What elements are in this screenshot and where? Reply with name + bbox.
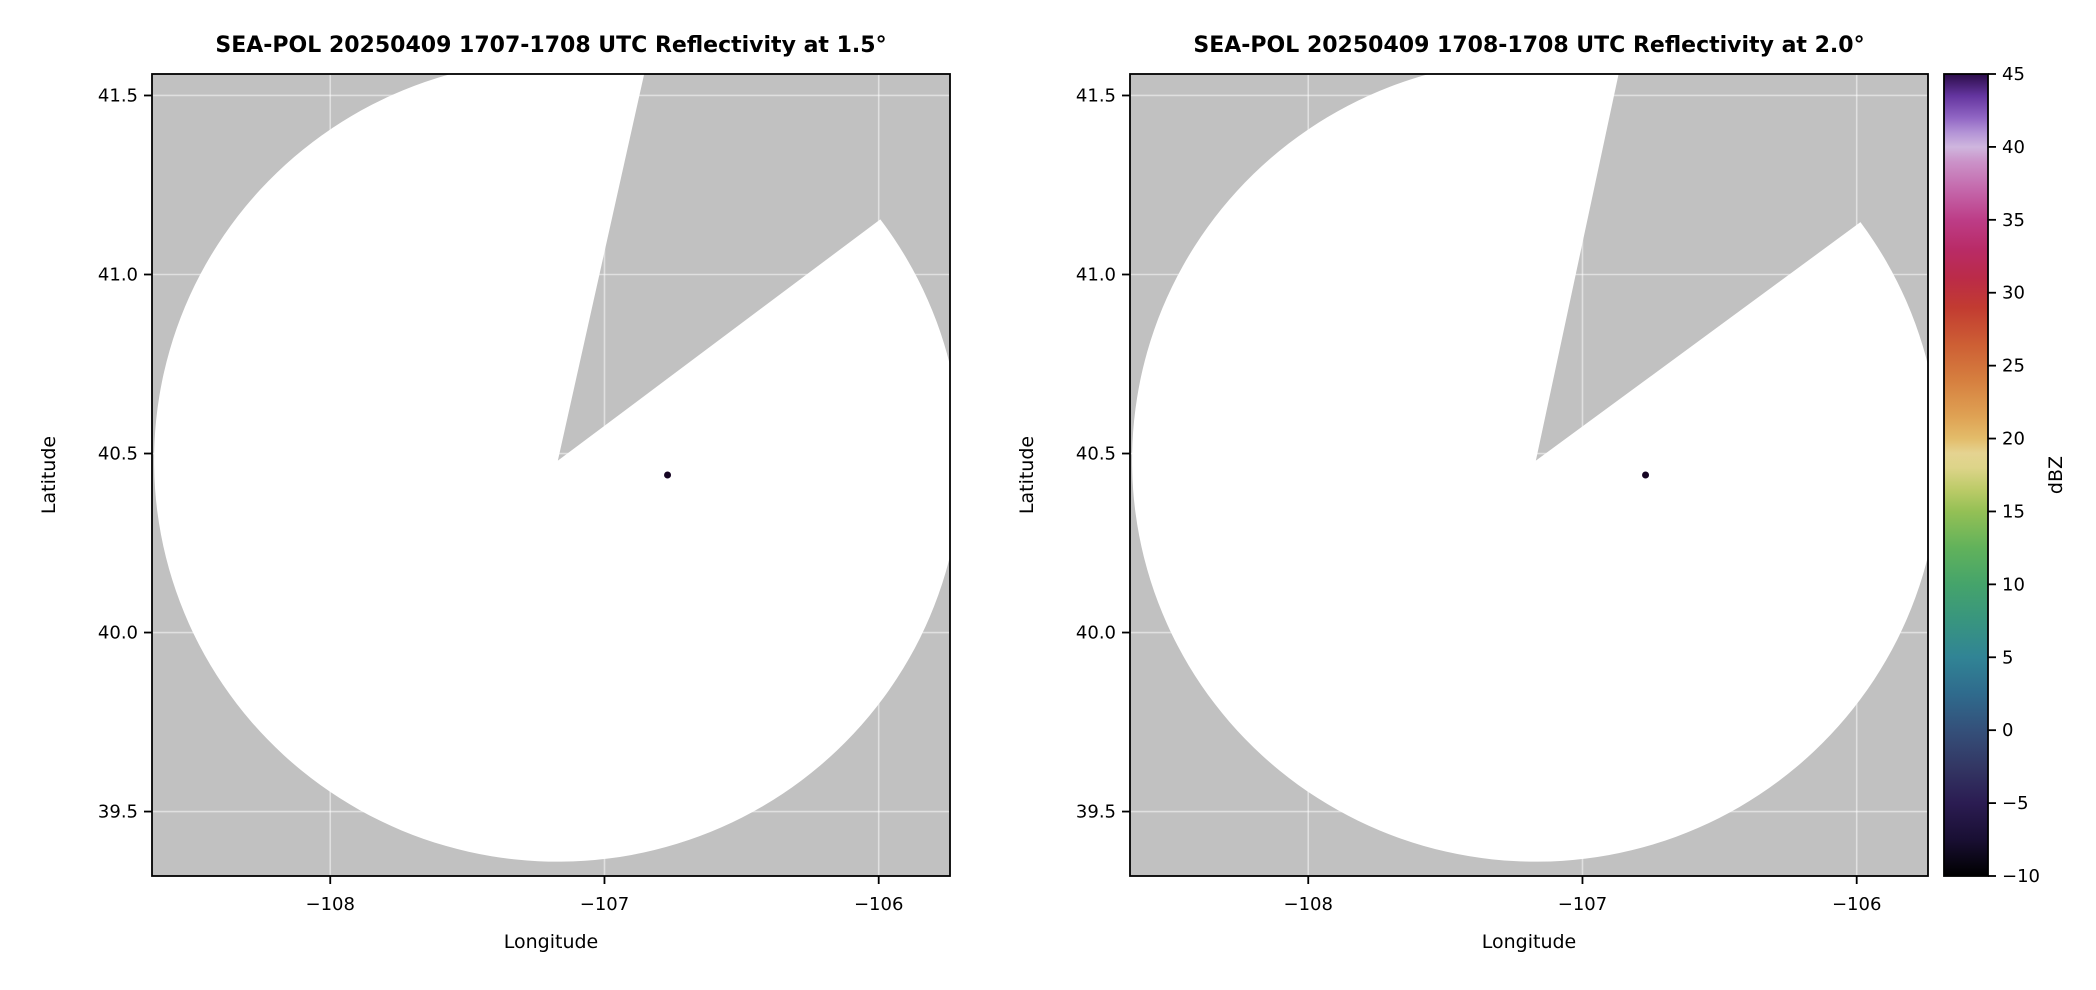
- colorbar-tick-label: 25: [2002, 356, 2025, 377]
- y-tick-label: 40.5: [1076, 444, 1116, 465]
- colorbar: dBZ 45 40 35 30 25 20 15 10 5 0 −5 −10: [1943, 64, 2067, 887]
- colorbar-tick-label: 40: [2002, 137, 2025, 158]
- y-tick-label: 39.5: [1076, 802, 1116, 823]
- x-tick-label: −107: [1558, 894, 1607, 915]
- radar-echo: [1642, 471, 1650, 479]
- colorbar-label: dBZ: [2045, 456, 2067, 494]
- xlabel-right: Longitude: [1482, 931, 1577, 953]
- radar-coverage-area: [154, 74, 950, 862]
- axes-right: −108 −107 −106 39.5 40.0 40.5 41.0 41.5: [1076, 73, 1929, 915]
- radar-coverage-area: [1132, 74, 1928, 862]
- colorbar-tick-label: 10: [2002, 574, 2025, 595]
- colorbar-gradient: [1944, 74, 1988, 876]
- axes-frame: [151, 73, 951, 877]
- x-tick-label: −106: [1832, 894, 1881, 915]
- subplot-reflectivity-1-5deg: SEA-POL 20250409 1707-1708 UTC Reflectiv…: [38, 33, 951, 953]
- y-tick-label: 40.0: [1076, 623, 1116, 644]
- y-tick-label: 41.5: [98, 85, 138, 106]
- colorbar-tick-label: −5: [2002, 793, 2029, 814]
- x-tick-label: −107: [580, 894, 629, 915]
- y-tick-label: 41.5: [1076, 85, 1116, 106]
- y-tick-label: 40.0: [98, 623, 138, 644]
- y-tick-label: 41.0: [98, 265, 138, 286]
- axes-frame: [1129, 73, 1929, 877]
- ylabel-right: Latitude: [1016, 436, 1038, 514]
- x-tick-label: −106: [854, 894, 903, 915]
- axes-left: −108 −107 −106 39.5 40.0 40.5 41.0 41.5: [98, 73, 951, 915]
- colorbar-tick-label: 0: [2002, 720, 2013, 741]
- ylabel-left: Latitude: [38, 436, 60, 514]
- x-tick-label: −108: [306, 894, 355, 915]
- colorbar-tick-label: 20: [2002, 429, 2025, 450]
- colorbar-tick-label: 15: [2002, 501, 2025, 522]
- colorbar-tick-label: 5: [2002, 647, 2013, 668]
- plot-title-left: SEA-POL 20250409 1707-1708 UTC Reflectiv…: [215, 33, 886, 58]
- colorbar-tick-label: 35: [2002, 210, 2025, 231]
- colorbar-tick-label: −10: [2002, 866, 2040, 887]
- y-tick-label: 39.5: [98, 802, 138, 823]
- subplot-reflectivity-2-0deg: SEA-POL 20250409 1708-1708 UTC Reflectiv…: [1016, 33, 1929, 953]
- y-tick-label: 41.0: [1076, 265, 1116, 286]
- colorbar-tick-label: 45: [2002, 64, 2025, 85]
- xlabel-left: Longitude: [504, 931, 599, 953]
- colorbar-frame: [1943, 73, 1989, 877]
- radar-echo: [664, 471, 672, 479]
- x-tick-label: −108: [1284, 894, 1333, 915]
- plot-title-right: SEA-POL 20250409 1708-1708 UTC Reflectiv…: [1193, 33, 1864, 58]
- colorbar-tick-label: 30: [2002, 283, 2025, 304]
- y-tick-label: 40.5: [98, 444, 138, 465]
